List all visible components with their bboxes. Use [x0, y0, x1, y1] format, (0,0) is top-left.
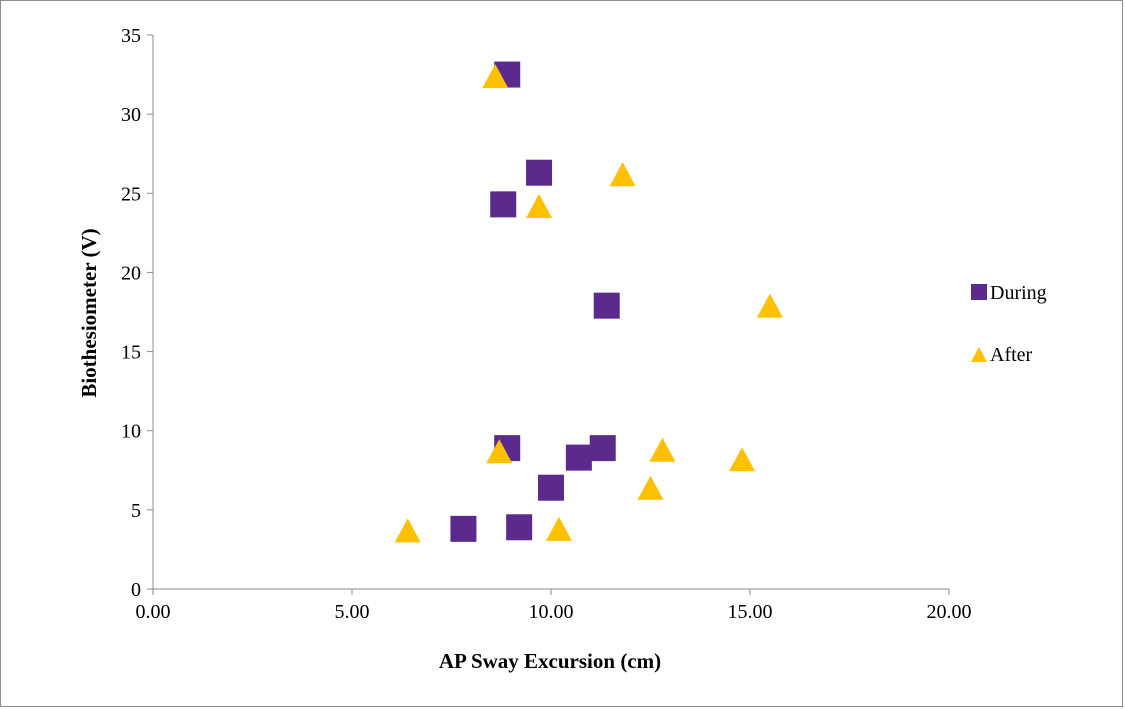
- legend: During After: [971, 282, 1047, 366]
- legend-triangle-icon: [971, 347, 987, 362]
- x-axis-title: AP Sway Excursion (cm): [439, 649, 661, 673]
- y-tick-label: 10: [121, 421, 141, 443]
- y-tick-label: 20: [121, 262, 141, 284]
- axes: [152, 35, 949, 590]
- data-point-square[interactable]: [593, 292, 620, 319]
- y-tick-label: 25: [121, 183, 141, 205]
- legend-item-during[interactable]: During: [971, 282, 1047, 304]
- data-point-triangle[interactable]: [637, 475, 664, 500]
- legend-label-after: After: [990, 344, 1033, 366]
- data-point-triangle[interactable]: [609, 162, 636, 187]
- y-tick-label: 15: [121, 342, 141, 364]
- x-tick-label: 5.00: [335, 601, 370, 623]
- x-ticks: 0.00 5.00 10.00 15.00 20.00: [136, 589, 972, 623]
- data-point-triangle[interactable]: [649, 437, 676, 462]
- x-tick-label: 10.00: [529, 601, 574, 623]
- data-point-triangle[interactable]: [756, 293, 783, 318]
- data-point-triangle[interactable]: [545, 516, 572, 541]
- y-tick-label: 35: [121, 25, 141, 47]
- series-during: [450, 61, 620, 542]
- data-point-square[interactable]: [589, 435, 616, 462]
- data-point-square[interactable]: [538, 474, 564, 501]
- legend-item-after[interactable]: After: [971, 344, 1033, 366]
- y-ticks: 0 5 10 15 20 25 30 35: [121, 25, 153, 601]
- data-point-square[interactable]: [450, 515, 477, 542]
- y-tick-label: 5: [131, 500, 141, 522]
- y-tick-label: 0: [131, 579, 141, 601]
- x-tick-label: 0.00: [136, 601, 171, 623]
- data-point-triangle[interactable]: [526, 193, 553, 218]
- x-tick-label: 15.00: [728, 601, 773, 623]
- data-point-triangle[interactable]: [486, 439, 513, 464]
- data-point-triangle[interactable]: [729, 447, 756, 472]
- data-points: [394, 61, 783, 543]
- legend-label-during: During: [990, 282, 1047, 304]
- data-point-square[interactable]: [506, 514, 533, 541]
- legend-square-icon: [971, 284, 987, 300]
- series-after: [394, 64, 783, 543]
- y-tick-label: 30: [121, 104, 141, 126]
- data-point-triangle[interactable]: [394, 518, 421, 543]
- x-tick-label: 20.00: [927, 601, 972, 623]
- data-point-square[interactable]: [526, 159, 553, 186]
- data-point-triangle[interactable]: [482, 64, 509, 89]
- y-axis-title: Biothesiometer (V): [77, 228, 101, 397]
- data-point-square[interactable]: [490, 191, 517, 218]
- data-point-square[interactable]: [565, 444, 592, 471]
